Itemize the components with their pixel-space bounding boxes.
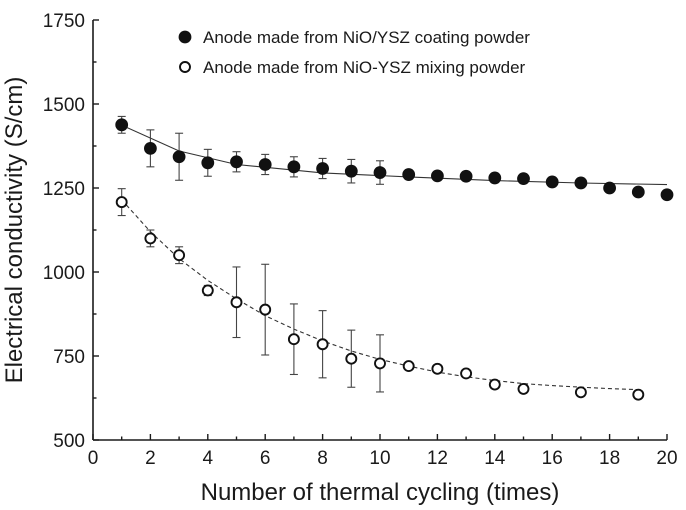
- data-point-series-0: [488, 171, 502, 185]
- data-point-series-1: [115, 196, 128, 209]
- data-point-series-1: [431, 362, 444, 375]
- legend-marker-mixing: [179, 61, 191, 73]
- data-point-series-0: [258, 158, 272, 171]
- data-point-series-1: [287, 333, 300, 346]
- legend-label-coating: Anode made from NiO/YSZ coating powder: [203, 28, 530, 47]
- data-point-series-1: [517, 382, 530, 395]
- x-tick-label: 6: [260, 448, 271, 469]
- legend-label-mixing: Anode made from NiO-YSZ mixing powder: [203, 58, 526, 77]
- data-point-series-0: [287, 160, 301, 174]
- data-point-series-1: [632, 388, 645, 401]
- y-tick-label: 1000: [43, 263, 85, 284]
- data-point-series-0: [574, 176, 588, 190]
- x-tick-label: 18: [599, 448, 620, 469]
- data-point-series-0: [115, 118, 129, 132]
- data-point-series-0: [172, 150, 186, 164]
- y-tick-label: 1750: [43, 11, 85, 32]
- data-point-series-1: [460, 367, 473, 380]
- x-axis-title: Number of thermal cycling (times): [201, 479, 560, 506]
- data-point-series-0: [517, 172, 530, 185]
- data-point-series-0: [201, 156, 215, 170]
- plot-area: [115, 115, 674, 401]
- data-point-series-0: [402, 168, 416, 181]
- data-point-series-1: [201, 284, 214, 297]
- data-point-series-0: [230, 155, 243, 169]
- data-point-series-1: [488, 378, 501, 391]
- legend: Anode made from NiO/YSZ coating powder A…: [178, 28, 530, 77]
- data-point-series-1: [259, 303, 272, 316]
- y-tick-label: 500: [53, 431, 85, 452]
- data-point-series-1: [374, 357, 386, 370]
- data-point-series-1: [345, 352, 358, 365]
- data-point-series-0: [631, 185, 645, 199]
- data-point-series-0: [660, 188, 674, 202]
- tick-marks: 0 2 4 6 8 10 12 14 16 18 20 500 750 1000 1250 1500 1750: [43, 11, 678, 469]
- y-axis-title: Electrical conductivity (S/cm): [1, 77, 28, 384]
- y-tick-label: 750: [53, 347, 85, 368]
- data-point-series-0: [459, 169, 473, 183]
- data-point-series-0: [316, 162, 330, 175]
- data-point-series-1: [173, 249, 186, 262]
- x-tick-label: 2: [145, 448, 156, 469]
- x-tick-label: 20: [656, 448, 677, 469]
- x-tick-label: 12: [427, 448, 448, 469]
- y-tick-label: 1500: [43, 95, 85, 116]
- data-point-series-0: [143, 141, 157, 155]
- data-point-series-1: [316, 338, 329, 351]
- fit-curve-series-0: [121, 124, 668, 186]
- x-tick-label: 16: [542, 448, 563, 469]
- x-tick-label: 0: [88, 448, 99, 469]
- x-tick-label: 8: [317, 448, 328, 469]
- data-point-series-1: [574, 386, 587, 399]
- data-point-series-0: [344, 164, 358, 178]
- data-point-series-1: [144, 232, 157, 245]
- data-point-series-1: [230, 296, 243, 309]
- data-point-series-0: [545, 175, 559, 189]
- x-tick-label: 4: [203, 448, 214, 469]
- x-tick-label: 14: [484, 448, 506, 469]
- data-point-series-0: [603, 181, 616, 195]
- legend-marker-coating: [178, 30, 192, 44]
- data-point-series-1: [402, 360, 415, 373]
- y-tick-label: 1250: [43, 179, 85, 200]
- data-point-series-0: [373, 166, 387, 179]
- data-point-series-0: [430, 169, 444, 183]
- x-tick-label: 10: [369, 448, 390, 469]
